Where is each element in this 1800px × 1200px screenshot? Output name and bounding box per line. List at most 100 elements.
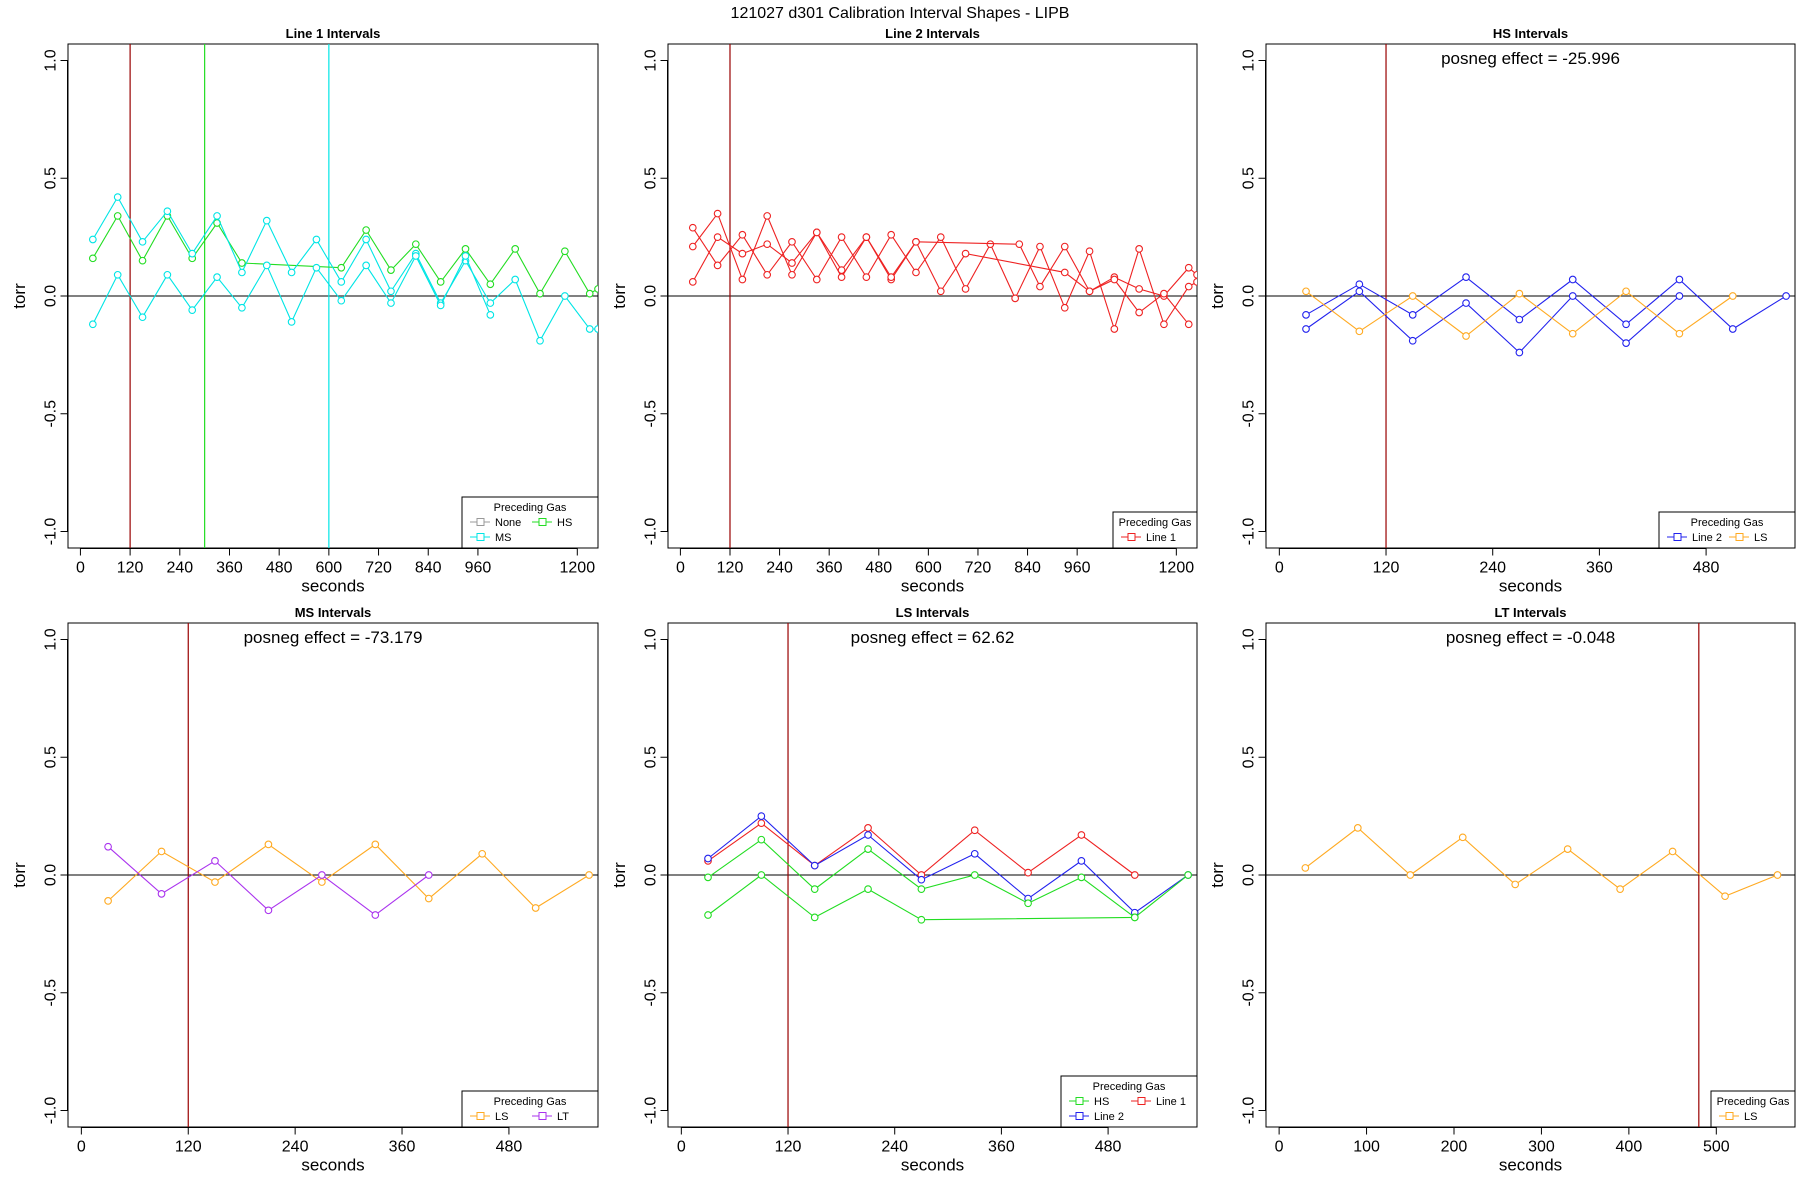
- data-point: [1515, 348, 1524, 357]
- x-tick-label: 840: [1014, 560, 1041, 577]
- series-line-hs: [92, 214, 598, 295]
- data-point: [810, 913, 819, 922]
- data-point: [88, 320, 97, 329]
- y-tick-label: 0.5: [643, 167, 660, 189]
- x-tick-label: 240: [881, 1139, 908, 1156]
- data-point: [1077, 873, 1086, 882]
- legend-swatch-marker: [1127, 533, 1136, 541]
- data-point: [362, 235, 370, 244]
- y-axis-label: torr: [1208, 862, 1227, 888]
- data-point: [1130, 871, 1139, 879]
- data-point: [1721, 892, 1729, 901]
- data-point: [318, 878, 326, 886]
- legend: Preceding Gas None HS MS: [461, 496, 599, 549]
- series-line-line-2: [1305, 276, 1787, 330]
- y-tick-label: -1.0: [643, 1097, 660, 1125]
- x-tick-label: 1200: [560, 560, 596, 577]
- legend-box: [1710, 1090, 1796, 1128]
- posneg-annotation: posneg effect = -25.996: [1441, 49, 1620, 68]
- data-point: [1085, 287, 1094, 296]
- x-tick-label: 480: [1095, 1139, 1122, 1156]
- data-point: [1015, 240, 1024, 249]
- data-point: [788, 270, 796, 279]
- y-tick-label: -1.0: [1241, 1097, 1258, 1125]
- data-point: [936, 233, 945, 241]
- data-point: [163, 207, 172, 216]
- y-axis-label: torr: [610, 283, 629, 309]
- data-point: [1193, 270, 1197, 279]
- data-point: [1568, 275, 1577, 284]
- y-tick-label: -0.5: [1241, 979, 1258, 1007]
- data-point: [1302, 287, 1310, 296]
- x-tick-label: 360: [1586, 560, 1613, 577]
- data-point: [738, 230, 747, 239]
- y-tick-label: 1.0: [1241, 628, 1258, 650]
- data-point: [713, 209, 722, 218]
- y-axis-label: torr: [1208, 283, 1227, 309]
- data-point: [585, 325, 594, 333]
- data-point: [887, 230, 896, 239]
- data-point: [812, 275, 821, 284]
- x-tick-label: 600: [915, 560, 942, 577]
- y-tick-label: 0.5: [1241, 746, 1258, 768]
- x-tick-label: 200: [1441, 1139, 1468, 1156]
- x-tick-label: 840: [415, 560, 442, 577]
- legend-swatch-marker: [1075, 1112, 1084, 1120]
- data-point: [486, 280, 495, 289]
- data-point: [917, 885, 926, 893]
- data-point: [1406, 871, 1415, 879]
- series-line-ls: [107, 843, 590, 909]
- y-axis-label: torr: [10, 283, 29, 309]
- data-point: [362, 226, 370, 234]
- data-point: [157, 889, 166, 898]
- data-point: [970, 871, 979, 879]
- y-tick-label: -0.5: [643, 979, 660, 1007]
- data-point: [812, 228, 821, 237]
- legend-entry-label: Line 2: [1692, 532, 1722, 544]
- x-tick-label: 120: [775, 1139, 802, 1156]
- data-point: [1568, 292, 1577, 300]
- data-point: [1184, 282, 1193, 291]
- x-tick-label: 120: [117, 560, 144, 577]
- data-point: [387, 266, 395, 274]
- data-point: [337, 296, 346, 305]
- data-point: [213, 273, 221, 282]
- data-point: [424, 894, 433, 903]
- data-point: [88, 254, 97, 263]
- legend-title: Preceding Gas: [494, 502, 567, 514]
- data-point: [318, 871, 326, 879]
- data-point: [961, 285, 970, 293]
- data-point: [1024, 868, 1032, 877]
- data-point: [1462, 332, 1470, 340]
- data-point: [337, 278, 346, 286]
- data-point: [188, 306, 197, 314]
- data-point: [1302, 325, 1310, 333]
- series-line-line-2: [707, 815, 1189, 914]
- data-point: [1353, 824, 1362, 832]
- data-point: [1077, 857, 1086, 865]
- series-line-line-1: [692, 227, 1197, 331]
- chart-panel-1: Line 1 Intervals 0 120 240 360 480 600 720 840 96…: [10, 26, 599, 596]
- y-tick-label: -1.0: [43, 1097, 60, 1125]
- data-point: [88, 235, 97, 244]
- legend-swatch-marker: [1725, 1112, 1734, 1120]
- x-tick-label: 240: [166, 560, 193, 577]
- data-point: [1458, 833, 1467, 842]
- data-point: [1563, 845, 1572, 853]
- x-tick-label: 0: [76, 560, 85, 577]
- panel-title: Line 2 Intervals: [885, 26, 980, 41]
- legend-entry-label: HS: [1094, 1096, 1109, 1108]
- x-tick-label: 0: [1275, 1139, 1284, 1156]
- data-point: [810, 885, 819, 893]
- data-point: [1728, 292, 1737, 300]
- data-point: [312, 235, 321, 244]
- series-group: [704, 812, 1192, 924]
- data-point: [262, 261, 271, 270]
- data-point: [688, 242, 697, 251]
- data-point: [763, 212, 772, 220]
- data-point: [163, 270, 172, 279]
- data-point: [1782, 292, 1790, 300]
- x-tick-label: 240: [1479, 560, 1506, 577]
- data-point: [594, 325, 598, 333]
